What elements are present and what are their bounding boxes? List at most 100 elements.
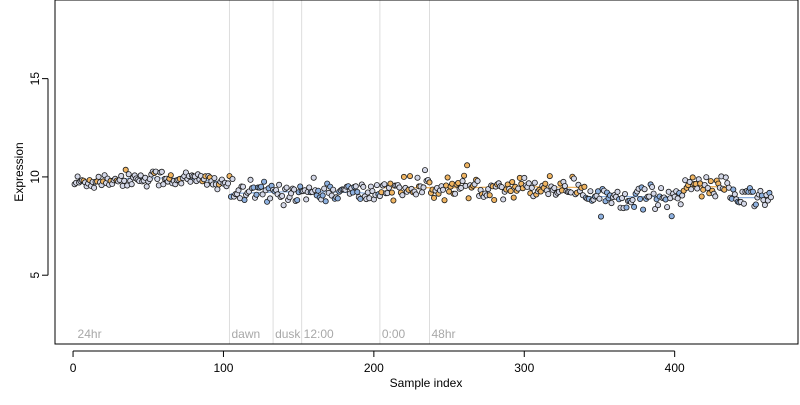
plot-frame	[54, 0, 799, 345]
data-point-313	[542, 180, 549, 187]
data-point-59	[160, 181, 167, 188]
data-point-231	[418, 189, 425, 196]
data-point-124	[258, 183, 265, 190]
data-point-154	[303, 196, 310, 203]
data-point-146	[291, 186, 298, 193]
data-point-201	[373, 182, 380, 189]
data-point-372	[631, 203, 638, 210]
data-point-386	[652, 205, 659, 212]
y-tick-label-0: 5	[28, 272, 42, 279]
data-point-159	[310, 174, 317, 181]
vertical-marker-label-2: 12:00	[304, 327, 334, 341]
data-point-248	[444, 174, 451, 181]
data-point-166	[321, 185, 328, 192]
data-point-112	[239, 183, 246, 190]
data-point-361	[614, 188, 621, 195]
data-point-367	[623, 204, 630, 211]
data-point-246	[441, 197, 448, 204]
data-point-44	[137, 172, 144, 179]
data-point-130	[267, 195, 274, 202]
data-point-421	[704, 184, 711, 191]
data-point-71	[178, 180, 185, 187]
data-point-206	[381, 181, 388, 188]
data-point-385	[650, 190, 657, 197]
data-point-218	[399, 192, 406, 199]
data-point-414	[694, 185, 701, 192]
data-point-33	[121, 177, 128, 184]
data-point-198	[369, 188, 376, 195]
data-point-13	[91, 184, 98, 191]
vertical-marker-label-4: 48hr	[432, 327, 456, 341]
data-point-291	[509, 178, 516, 185]
data-point-459	[761, 201, 768, 208]
data-point-232	[420, 184, 427, 191]
data-point-420	[703, 174, 710, 181]
data-point-211	[388, 189, 395, 196]
data-point-148	[294, 197, 301, 204]
data-point-397	[668, 213, 675, 220]
data-point-379	[641, 186, 648, 193]
data-point-2	[74, 173, 81, 180]
data-point-187	[352, 183, 359, 190]
data-point-88	[203, 181, 210, 188]
data-point-228	[414, 174, 421, 181]
data-point-93	[211, 175, 218, 182]
vertical-marker-label-0: dawn	[231, 327, 260, 341]
data-point-102	[224, 180, 231, 187]
data-point-31	[118, 172, 125, 179]
data-point-253	[452, 190, 459, 197]
data-point-388	[655, 202, 662, 209]
data-point-302	[525, 180, 532, 187]
data-point-34	[122, 166, 129, 173]
corner-label-0: 24hr	[78, 327, 102, 341]
data-point-394	[664, 204, 671, 211]
data-point-192	[360, 183, 367, 190]
data-point-350	[598, 213, 605, 220]
vertical-marker-layer: dawn dusk 12:00 0:00 48hr 24hr	[78, 0, 456, 344]
data-point-188	[354, 188, 361, 195]
data-point-245	[439, 186, 446, 193]
data-point-299	[521, 174, 528, 181]
data-point-401	[674, 195, 681, 202]
data-point-109	[235, 187, 242, 194]
data-point-268	[474, 177, 481, 184]
data-point-162	[315, 187, 322, 194]
data-point-236	[426, 179, 433, 186]
data-point-463	[767, 194, 774, 201]
data-point-167	[322, 198, 329, 205]
data-point-259	[461, 172, 468, 179]
data-point-141	[283, 184, 290, 191]
data-point-411	[689, 174, 696, 181]
data-point-16	[95, 173, 102, 180]
data-point-276	[486, 192, 493, 199]
data-point-216	[396, 184, 403, 191]
data-point-125	[259, 191, 266, 198]
y-tick-label-1: 10	[28, 170, 42, 184]
data-point-239	[430, 194, 437, 201]
data-point-315	[545, 191, 552, 198]
x-tick-label-3: 300	[514, 361, 534, 375]
data-point-316	[546, 173, 553, 180]
data-point-136	[276, 181, 283, 188]
data-point-378	[640, 206, 647, 213]
data-point-126	[261, 178, 268, 185]
data-point-139	[280, 202, 287, 209]
data-point-339	[581, 183, 588, 190]
data-point-423	[707, 178, 714, 185]
data-point-212	[390, 197, 397, 204]
data-point-376	[637, 195, 644, 202]
data-point-453	[752, 201, 759, 208]
data-point-417	[698, 193, 705, 200]
data-point-410	[688, 186, 695, 193]
data-point-364	[619, 195, 626, 202]
data-point-349	[596, 195, 603, 202]
data-point-285	[500, 196, 507, 203]
data-point-48	[143, 183, 150, 190]
data-point-290	[507, 188, 514, 195]
data-point-38	[128, 181, 135, 188]
data-point-357	[608, 200, 615, 207]
data-point-304	[528, 184, 535, 191]
data-point-64	[167, 172, 174, 179]
y-axis-label: Expression	[12, 142, 26, 201]
